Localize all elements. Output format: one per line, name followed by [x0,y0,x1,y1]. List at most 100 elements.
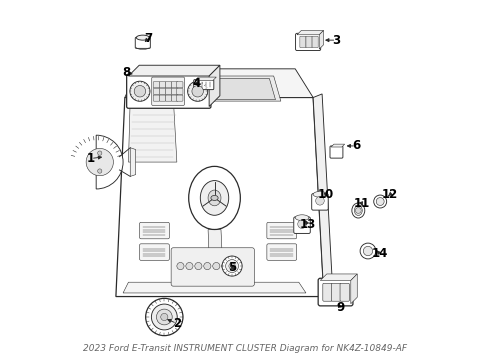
Polygon shape [331,144,344,147]
Polygon shape [313,94,333,297]
Circle shape [151,304,177,330]
Text: 4: 4 [193,77,201,90]
Circle shape [86,148,113,176]
Circle shape [229,263,235,269]
FancyBboxPatch shape [126,74,211,108]
Polygon shape [209,65,220,107]
Circle shape [374,195,387,208]
Circle shape [98,151,102,155]
Polygon shape [136,76,202,99]
FancyBboxPatch shape [323,283,332,301]
Ellipse shape [208,190,221,206]
Circle shape [355,208,361,213]
Ellipse shape [189,166,240,229]
Circle shape [316,197,324,205]
FancyBboxPatch shape [153,82,160,88]
Polygon shape [208,229,223,284]
Ellipse shape [295,215,309,221]
FancyBboxPatch shape [172,95,178,101]
Circle shape [98,169,102,173]
Polygon shape [351,274,357,304]
Circle shape [376,198,384,206]
Text: 9: 9 [336,301,344,314]
FancyBboxPatch shape [152,77,184,105]
Polygon shape [141,79,196,98]
Text: 5: 5 [228,261,237,274]
Circle shape [364,246,373,256]
Polygon shape [166,78,275,100]
Ellipse shape [352,203,365,218]
FancyBboxPatch shape [267,222,296,239]
Ellipse shape [136,35,149,40]
FancyBboxPatch shape [331,283,341,301]
FancyBboxPatch shape [312,36,318,48]
Circle shape [130,81,150,101]
Polygon shape [123,282,306,293]
Circle shape [213,262,220,270]
FancyBboxPatch shape [140,222,170,239]
FancyBboxPatch shape [300,36,306,48]
Circle shape [195,262,202,270]
Text: 3: 3 [332,33,341,47]
FancyBboxPatch shape [294,217,310,233]
FancyBboxPatch shape [135,37,150,48]
FancyBboxPatch shape [306,36,312,48]
Circle shape [156,309,172,325]
FancyBboxPatch shape [166,88,172,94]
Polygon shape [128,65,220,76]
FancyBboxPatch shape [295,33,320,50]
Text: 2: 2 [173,317,181,330]
FancyBboxPatch shape [312,194,328,210]
Text: 14: 14 [371,247,388,260]
Ellipse shape [211,195,218,201]
Circle shape [360,243,376,259]
FancyBboxPatch shape [166,95,172,101]
Text: 11: 11 [353,197,369,210]
Text: 13: 13 [299,218,316,231]
FancyBboxPatch shape [166,82,172,88]
Polygon shape [161,76,281,101]
Circle shape [188,81,208,101]
FancyBboxPatch shape [159,82,166,88]
FancyBboxPatch shape [194,80,214,90]
Circle shape [231,262,238,270]
FancyBboxPatch shape [176,88,183,94]
Circle shape [161,314,168,320]
FancyBboxPatch shape [171,248,254,286]
Text: 1: 1 [87,152,95,165]
FancyBboxPatch shape [330,146,343,158]
Ellipse shape [354,206,362,216]
Ellipse shape [313,192,327,197]
FancyBboxPatch shape [159,95,166,101]
Polygon shape [319,31,323,49]
FancyBboxPatch shape [176,82,183,88]
FancyBboxPatch shape [159,88,166,94]
Circle shape [222,256,242,276]
Circle shape [298,220,306,228]
Text: 8: 8 [122,66,131,79]
Ellipse shape [200,181,229,215]
Polygon shape [116,98,324,297]
Polygon shape [130,148,136,176]
FancyBboxPatch shape [172,82,178,88]
Polygon shape [128,98,177,162]
Text: 7: 7 [144,32,152,45]
FancyBboxPatch shape [267,244,296,260]
Circle shape [204,262,211,270]
Circle shape [221,262,229,270]
Polygon shape [195,77,216,81]
Circle shape [225,260,239,273]
FancyBboxPatch shape [340,283,349,301]
Polygon shape [125,69,313,98]
Polygon shape [297,31,323,35]
Circle shape [146,298,183,336]
FancyBboxPatch shape [318,278,353,306]
Text: 6: 6 [352,139,360,152]
Circle shape [134,86,146,97]
Circle shape [177,262,184,270]
Text: 2023 Ford E-Transit INSTRUMENT CLUSTER Diagram for NK4Z-10849-AF: 2023 Ford E-Transit INSTRUMENT CLUSTER D… [83,344,407,353]
Text: 10: 10 [318,188,334,201]
Text: 12: 12 [382,188,398,201]
FancyBboxPatch shape [172,88,178,94]
Wedge shape [96,135,123,189]
